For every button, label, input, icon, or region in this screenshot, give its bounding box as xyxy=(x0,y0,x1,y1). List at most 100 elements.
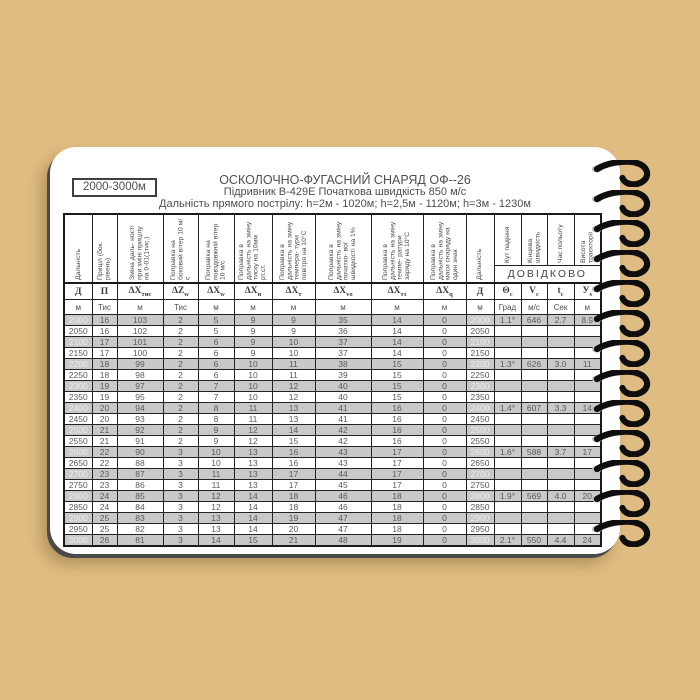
cell: 2200 xyxy=(465,358,495,370)
cell: 18 xyxy=(370,490,424,502)
cell: 2300 xyxy=(63,380,93,392)
cell: 2400 xyxy=(465,402,495,414)
cell: 0 xyxy=(422,534,467,547)
cell: 1.6° xyxy=(493,446,522,458)
unit-label: Тис xyxy=(162,299,199,315)
cell: 17 xyxy=(271,479,316,491)
cell: 17 xyxy=(370,457,424,469)
cell xyxy=(520,435,548,447)
column-header: Дальність xyxy=(465,213,495,284)
cell: 569 xyxy=(520,490,548,502)
cell: 2050 xyxy=(63,325,93,337)
cell: 0 xyxy=(422,413,467,425)
cell: 2150 xyxy=(465,347,495,359)
cell: 46 xyxy=(314,490,372,502)
table-row: 2000 16 103 2 5 9 9 35 14 0 2000 1.1° 646 2.7 8.9 xyxy=(63,314,602,326)
cell xyxy=(573,413,602,425)
cell: 88 xyxy=(116,457,164,469)
table-row: 2600 22 90 3 10 13 16 43 17 0 2600 1.6° 588 3.7 17 xyxy=(63,446,602,458)
cell xyxy=(493,512,522,524)
cell: 43 xyxy=(314,446,372,458)
cell: 25 xyxy=(91,523,118,535)
cell: 15 xyxy=(370,391,424,403)
unit-label: Сек xyxy=(546,299,575,315)
symbol-header: ΔXvo xyxy=(314,282,372,300)
cell: 82 xyxy=(116,523,164,535)
cell: 10 xyxy=(271,336,316,348)
cell: 9 xyxy=(233,336,273,348)
cell: 3 xyxy=(162,490,199,502)
cell: 0 xyxy=(422,479,467,491)
cell xyxy=(546,435,575,447)
unit-label: Тис xyxy=(91,299,118,315)
notebook-page: 2000-3000м ОСКОЛОЧНО-ФУГАСНИЙ СНАРЯД ОФ-… xyxy=(50,147,620,554)
cell xyxy=(520,325,548,337)
cell: 42 xyxy=(314,435,372,447)
table-row: 2100 17 101 2 6 9 10 37 14 0 2100 xyxy=(63,336,602,348)
cell: 10 xyxy=(233,380,273,392)
cell: 2700 xyxy=(63,468,93,480)
cell: 15 xyxy=(370,380,424,392)
cell xyxy=(546,512,575,524)
table-row: 2200 18 99 2 6 10 11 38 15 0 2200 1.3° 626 3.0 11 xyxy=(63,358,602,370)
cell: 16 xyxy=(91,325,118,337)
cell: 0 xyxy=(422,523,467,535)
cell: 0 xyxy=(422,435,467,447)
table-row: 2750 23 86 3 11 13 17 45 17 0 2750 xyxy=(63,479,602,491)
cell: 15 xyxy=(233,534,273,547)
cell: 2 xyxy=(162,325,199,337)
cell: 3 xyxy=(162,501,199,513)
cell: 2450 xyxy=(465,413,495,425)
cell: 15 xyxy=(271,435,316,447)
cell: 13 xyxy=(233,446,273,458)
table-row: 2450 20 93 2 8 11 13 41 16 0 2450 xyxy=(63,413,602,425)
table-row: 2950 25 82 3 13 14 20 47 18 0 2950 xyxy=(63,523,602,535)
table-row: 2250 18 98 2 6 10 11 39 15 0 2250 xyxy=(63,369,602,381)
cell xyxy=(573,369,602,381)
header-row: Дальність Приціл (бок. рівень) Зміна даль-… xyxy=(63,213,602,284)
cell: 626 xyxy=(520,358,548,370)
cell: 2500 xyxy=(465,424,495,436)
cell: 93 xyxy=(116,413,164,425)
cell: 18 xyxy=(370,523,424,535)
table-row: 2550 21 91 2 9 12 15 42 16 0 2550 xyxy=(63,435,602,447)
cell: 14 xyxy=(197,534,235,547)
column-header: Зміна даль- ності при зміні прицілу на 0… xyxy=(116,213,164,284)
cell: 9 xyxy=(233,347,273,359)
cell: 3 xyxy=(162,512,199,524)
table-row: 2500 21 92 2 9 12 14 42 16 0 2500 xyxy=(63,424,602,436)
cell: 90 xyxy=(116,446,164,458)
column-header: Час польоту xyxy=(546,213,575,266)
symbol-header: ΔXтис xyxy=(116,282,164,300)
cell: 2000 xyxy=(63,314,93,326)
column-header: Дальність xyxy=(63,213,93,284)
cell: 2700 xyxy=(465,468,495,480)
cell: 17 xyxy=(370,446,424,458)
column-header: Поправка в дальність на зміну темпера- т… xyxy=(271,213,316,284)
cell: 14 xyxy=(370,325,424,337)
cell: 11 xyxy=(197,468,235,480)
cell: 21 xyxy=(91,424,118,436)
cell xyxy=(493,457,522,469)
cell xyxy=(546,369,575,381)
cell: 2.1° xyxy=(493,534,522,547)
cell: 9 xyxy=(271,325,316,337)
column-header: Поправка в дальність на зміну початко- в… xyxy=(314,213,372,284)
cell: 10 xyxy=(197,457,235,469)
cell: 2 xyxy=(162,435,199,447)
cell: 21 xyxy=(91,435,118,447)
cell: 2800 xyxy=(63,490,93,502)
cell: 2650 xyxy=(63,457,93,469)
cell: 2850 xyxy=(465,501,495,513)
cell: 16 xyxy=(370,402,424,414)
cell: 18 xyxy=(271,490,316,502)
cell: 2850 xyxy=(63,501,93,513)
cell: 14 xyxy=(370,314,424,326)
cell: 16 xyxy=(370,435,424,447)
cell xyxy=(573,391,602,403)
cell xyxy=(573,325,602,337)
cell: 22 xyxy=(91,446,118,458)
cell: 7 xyxy=(197,380,235,392)
cell: 100 xyxy=(116,347,164,359)
symbol-header: ΔXт xyxy=(271,282,316,300)
